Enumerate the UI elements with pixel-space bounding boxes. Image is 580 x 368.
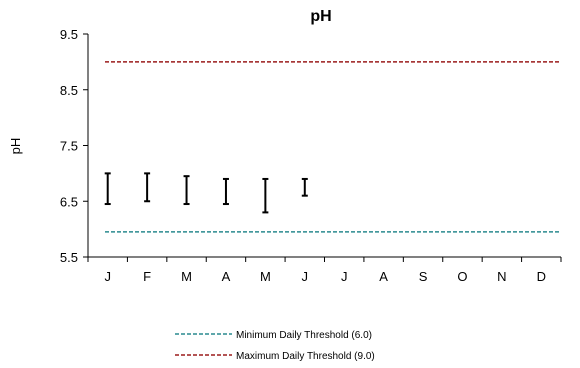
y-tick-label: 6.5 <box>60 194 78 209</box>
legend-max-label: Maximum Daily Threshold (9.0) <box>236 351 375 362</box>
y-tick-label: 7.5 <box>60 139 78 154</box>
x-tick-label: J <box>302 269 309 284</box>
y-ticks: 5.5 6.5 7.5 8.5 9.5 <box>60 27 88 265</box>
x-tick-label: D <box>537 269 546 284</box>
y-tick-label: 5.5 <box>60 250 78 265</box>
legend: Minimum Daily Threshold (6.0) Maximum Da… <box>175 330 375 362</box>
range-bars <box>104 172 308 214</box>
y-tick-label: 8.5 <box>60 83 78 98</box>
x-tick-label: A <box>379 269 388 284</box>
x-tick-label: M <box>260 269 271 284</box>
x-tick-label: J <box>341 269 348 284</box>
x-tick-label: S <box>419 269 428 284</box>
chart-title: pH <box>310 8 331 25</box>
axes <box>87 34 561 258</box>
range-bar <box>104 172 111 206</box>
range-bar <box>183 175 190 206</box>
x-tick-label: N <box>497 269 506 284</box>
x-tick-label: F <box>143 269 151 284</box>
range-bar <box>222 177 229 206</box>
threshold-lines <box>105 61 561 233</box>
range-bar <box>262 177 269 214</box>
y-axis-label: pH <box>8 138 23 155</box>
x-tick-label: J <box>104 269 111 284</box>
x-tick-label: O <box>457 269 467 284</box>
y-tick-label: 9.5 <box>60 27 78 42</box>
x-tick-label: M <box>181 269 192 284</box>
legend-min-label: Minimum Daily Threshold (6.0) <box>236 330 372 341</box>
x-tick-label: A <box>222 269 231 284</box>
range-bar <box>301 177 308 197</box>
range-bar <box>144 172 151 203</box>
